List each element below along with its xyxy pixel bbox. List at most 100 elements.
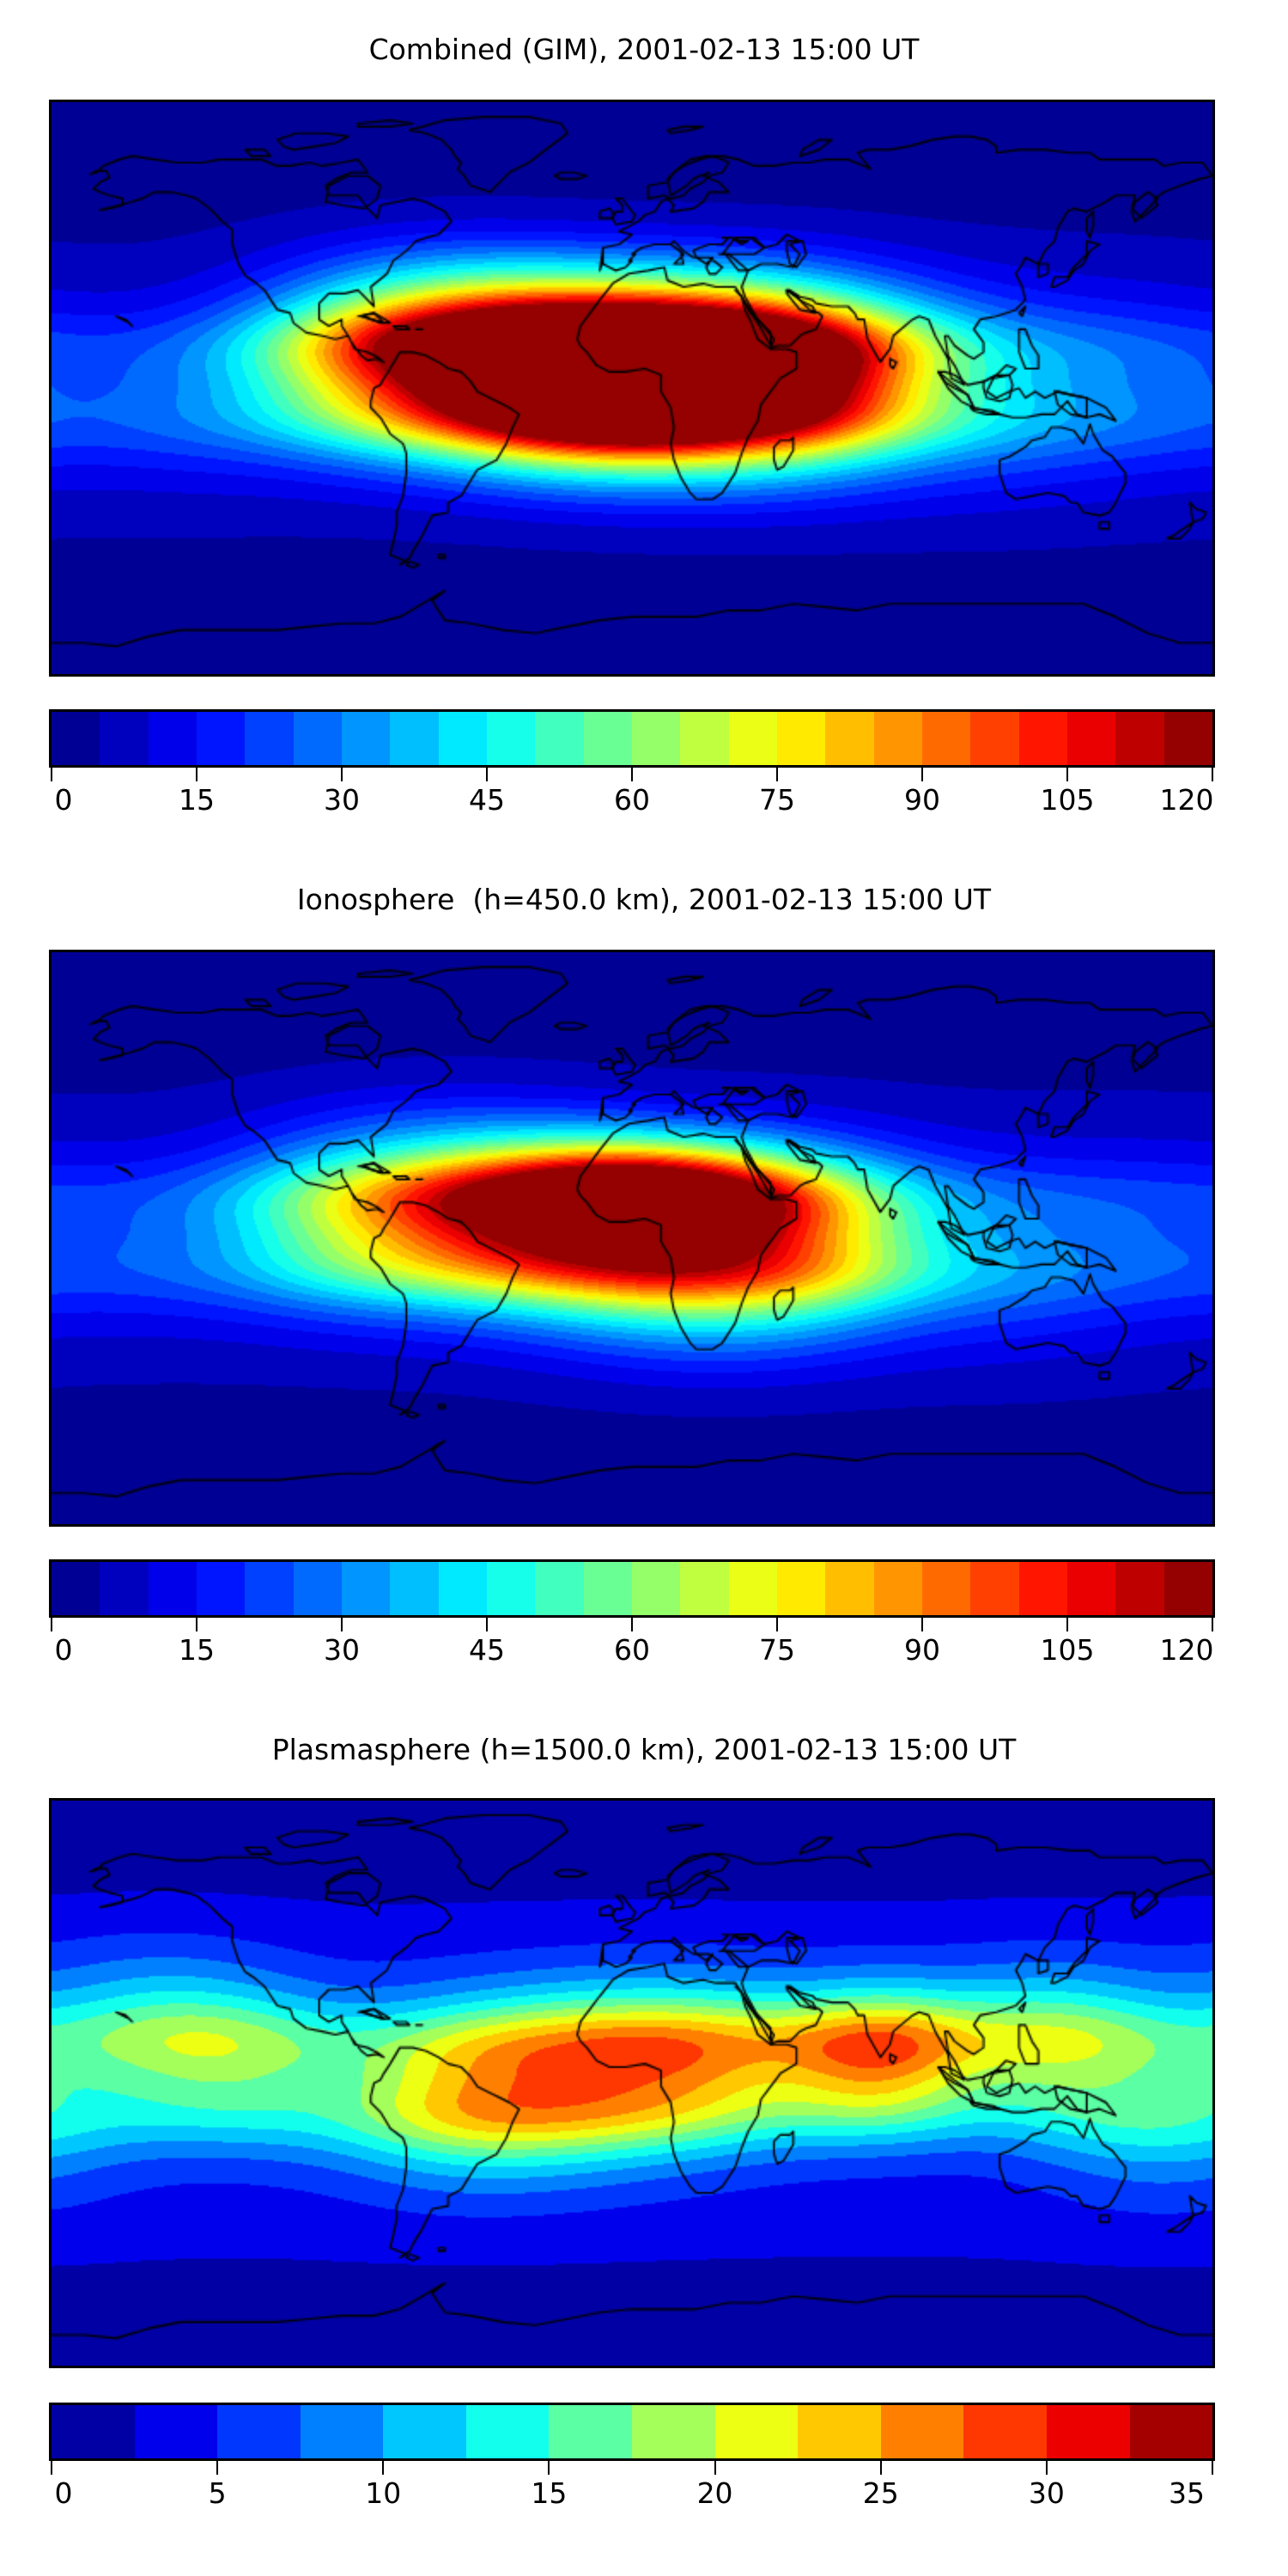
colorbar-band bbox=[383, 2405, 466, 2458]
colorbar-band bbox=[52, 712, 100, 765]
colorbar-labels-combined: 0 15 30 45 60 75 90 105 120 bbox=[49, 783, 1215, 821]
colorbar-band bbox=[217, 2405, 301, 2458]
colorbar-tick-label: 30 bbox=[324, 783, 360, 817]
colorbar-ticks-combined bbox=[49, 768, 1215, 781]
colorbar-band bbox=[825, 1562, 874, 1615]
colorbar-tick bbox=[1212, 768, 1213, 781]
panel-ionosphere-450: Ionosphere (h=450.0 km), 2001-02-13 15:0… bbox=[0, 850, 1288, 1709]
colorbar-tick-label: 0 bbox=[54, 1633, 73, 1667]
colorbar-band bbox=[1018, 1562, 1067, 1615]
colorbar-band bbox=[100, 1562, 149, 1615]
colorbar-tick-label: 30 bbox=[324, 1633, 360, 1667]
colorbar-tick-label: 75 bbox=[759, 1633, 795, 1667]
colorbar-band bbox=[921, 1562, 971, 1615]
colorbar-band bbox=[486, 1562, 536, 1615]
colorbar-band bbox=[680, 712, 729, 765]
colorbar-tick-label: 10 bbox=[365, 2476, 402, 2510]
colorbar-band bbox=[486, 712, 536, 765]
panel-title-plasmasphere: Plasmasphere (h=1500.0 km), 2001-02-13 1… bbox=[271, 1733, 1017, 1766]
colorbar-band bbox=[970, 712, 1019, 765]
colorbar-band bbox=[100, 712, 149, 765]
colorbar-gradient-ionosphere bbox=[49, 1559, 1215, 1618]
colorbar-band bbox=[293, 1562, 342, 1615]
colorbar-tick bbox=[1212, 2461, 1213, 2475]
colorbar-tick-label: 45 bbox=[469, 1633, 505, 1667]
colorbar-band bbox=[921, 712, 971, 765]
colorbar-tick bbox=[1212, 1618, 1213, 1631]
colorbar-tick-label: 105 bbox=[1040, 1633, 1095, 1667]
colorbar-band bbox=[148, 1562, 197, 1615]
colorbar-band bbox=[714, 2405, 799, 2458]
colorbar-tick bbox=[776, 768, 778, 781]
colorbar-band bbox=[776, 712, 826, 765]
colorbar-tick-label: 105 bbox=[1040, 783, 1095, 817]
colorbar-band bbox=[728, 1562, 777, 1615]
colorbar-band bbox=[632, 2405, 715, 2458]
colorbar-band bbox=[583, 712, 632, 765]
colorbar-tick-label: 120 bbox=[1159, 1633, 1214, 1667]
colorbar-tick bbox=[341, 768, 343, 781]
colorbar-band bbox=[873, 1562, 922, 1615]
colorbar-band bbox=[776, 1562, 826, 1615]
colorbar-tick bbox=[51, 768, 52, 781]
map-canvas-ionosphere bbox=[52, 952, 1212, 1524]
colorbar-ticks-ionosphere bbox=[49, 1618, 1215, 1631]
colorbar-tick-label: 60 bbox=[614, 1633, 650, 1667]
colorbar-band bbox=[583, 1562, 632, 1615]
colorbar-tick-label: 5 bbox=[208, 2476, 227, 2510]
colorbar-band bbox=[963, 2405, 1047, 2458]
colorbar-band bbox=[549, 2405, 633, 2458]
colorbar-band bbox=[390, 712, 439, 765]
colorbar-band bbox=[52, 2405, 135, 2458]
colorbar-tick bbox=[341, 1618, 343, 1631]
colorbar-band bbox=[196, 712, 246, 765]
map-canvas-plasmasphere bbox=[52, 1801, 1212, 2366]
colorbar-band bbox=[631, 712, 681, 765]
colorbar-tick-label: 90 bbox=[904, 783, 940, 817]
map-canvas-combined bbox=[52, 102, 1212, 674]
colorbar-band bbox=[341, 712, 391, 765]
colorbar-tick bbox=[921, 1618, 923, 1631]
colorbar-tick bbox=[486, 1618, 488, 1631]
colorbar-tick bbox=[631, 1618, 633, 1631]
colorbar-band bbox=[825, 712, 874, 765]
map-combined-gim bbox=[49, 100, 1215, 677]
colorbar-band bbox=[52, 1562, 100, 1615]
map-plasmasphere-1500 bbox=[49, 1798, 1215, 2368]
colorbar-tick-label: 30 bbox=[1028, 2476, 1065, 2510]
colorbar-tick bbox=[196, 768, 197, 781]
colorbar-tick-label: 0 bbox=[54, 783, 73, 817]
colorbar-tick bbox=[631, 768, 633, 781]
colorbar-tick bbox=[1045, 2461, 1048, 2475]
colorbar-ticks-plasmasphere bbox=[49, 2461, 1215, 2475]
panel-title-combined: Combined (GIM), 2001-02-13 15:00 UT bbox=[368, 33, 920, 66]
colorbar-tick bbox=[196, 1618, 197, 1631]
panel-plasmasphere-1500: Plasmasphere (h=1500.0 km), 2001-02-13 1… bbox=[0, 1700, 1288, 2576]
colorbar-band bbox=[390, 1562, 439, 1615]
colorbar-tick-label: 0 bbox=[54, 2476, 73, 2510]
colorbar-tick bbox=[548, 2461, 550, 2475]
colorbar-tick-label: 120 bbox=[1159, 783, 1214, 817]
colorbar-tick bbox=[714, 2461, 716, 2475]
colorbar-band bbox=[1163, 1562, 1212, 1615]
colorbar-band bbox=[196, 1562, 246, 1615]
colorbar-gradient-combined bbox=[49, 709, 1215, 768]
colorbar-band bbox=[873, 712, 922, 765]
colorbar-combined: 0 15 30 45 60 75 90 105 120 bbox=[49, 709, 1215, 829]
colorbar-tick-label: 20 bbox=[696, 2476, 733, 2510]
colorbar-band bbox=[970, 1562, 1019, 1615]
colorbar-band bbox=[631, 1562, 681, 1615]
colorbar-band bbox=[245, 712, 294, 765]
colorbar-tick-label: 15 bbox=[531, 2476, 568, 2510]
panel-combined-gim: Combined (GIM), 2001-02-13 15:00 UT 0 15 3… bbox=[0, 0, 1288, 859]
colorbar-band bbox=[535, 712, 584, 765]
colorbar-band bbox=[465, 2405, 550, 2458]
colorbar-ionosphere: 0 15 30 45 60 75 90 105 120 bbox=[49, 1559, 1215, 1680]
colorbar-band bbox=[438, 712, 487, 765]
colorbar-tick-label: 25 bbox=[862, 2476, 899, 2510]
colorbar-band bbox=[134, 2405, 218, 2458]
colorbar-band bbox=[1115, 712, 1164, 765]
colorbar-tick-label: 15 bbox=[179, 783, 215, 817]
colorbar-tick bbox=[51, 1618, 52, 1631]
